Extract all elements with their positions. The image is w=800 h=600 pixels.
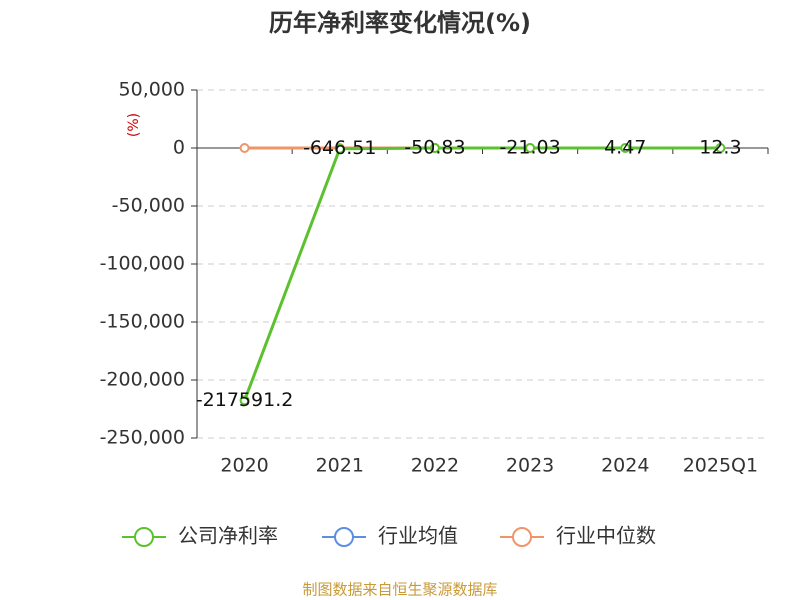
series-line [243,146,721,401]
y-tick-label: 0 [173,137,185,159]
x-tick-label: 2021 [316,455,364,477]
legend-label: 公司净利率 [178,524,278,548]
legend-marker [134,527,154,547]
source-note: 制图数据来自恒生聚源数据库 [302,581,497,599]
y-tick-label: -150,000 [100,311,185,333]
legend-label: 行业中位数 [556,524,656,548]
data-point [620,142,631,153]
x-tick-label: 2025Q1 [683,455,758,477]
y-tick-label: -100,000 [100,253,185,275]
x-tick-label: 2023 [506,455,554,477]
data-label: -217591.2 [196,389,294,411]
data-point [239,395,250,406]
data-label: 4.47 [604,136,646,158]
y-tick-label: -50,000 [112,195,185,217]
data-label: -50.83 [404,137,465,159]
data-point [715,142,726,153]
x-tick-label: 2022 [411,455,459,477]
data-label: -646.51 [303,137,376,159]
data-point [429,143,440,154]
x-tick-label: 2024 [601,455,649,477]
legend-marker [334,527,354,547]
data-label: -21.03 [499,137,560,159]
chart-title: 历年净利率变化情况(%) [269,9,531,37]
data-point [239,143,250,153]
legend-label: 行业均值 [378,524,458,548]
y-axis-label: (%) [126,113,142,137]
data-point [525,143,536,154]
x-tick-label: 2020 [220,455,268,477]
legend-marker [512,527,532,547]
y-tick-label: -200,000 [100,369,185,391]
y-tick-label: -250,000 [100,427,185,449]
data-label: 12.3 [699,136,741,158]
y-tick-label: 50,000 [119,79,185,101]
data-point [334,143,345,154]
